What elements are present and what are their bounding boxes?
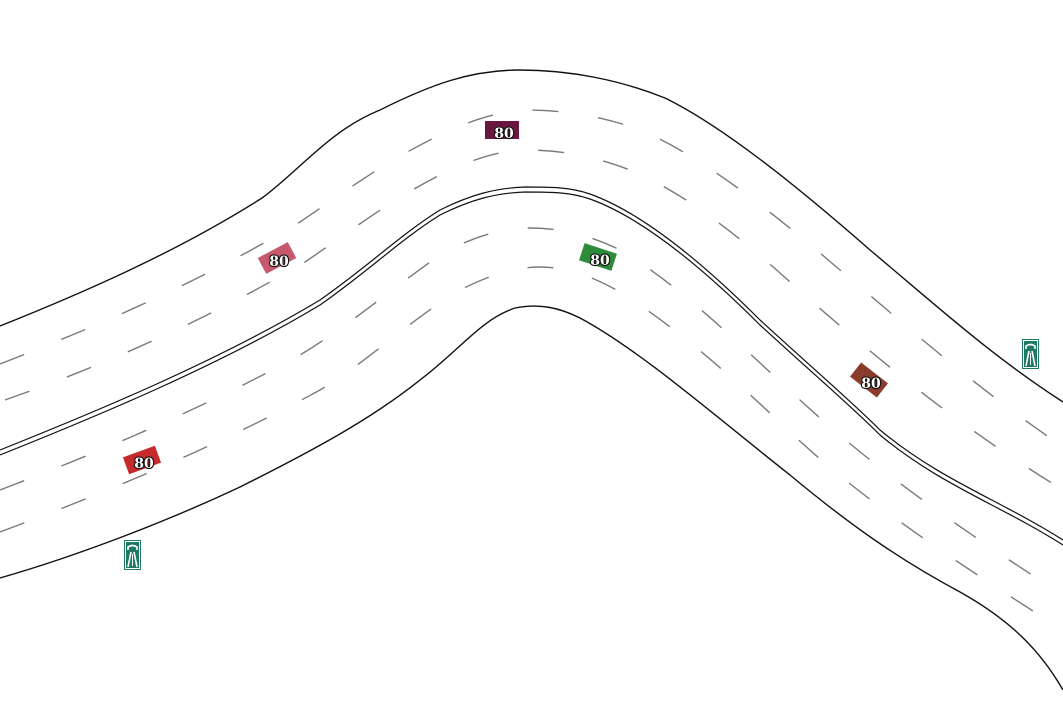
vehicle-car-dark-purple[interactable]: [485, 121, 519, 139]
median-line-upper: [0, 186, 1063, 541]
lane-marking-upper-2: [4, 149, 1056, 486]
vehicle-body: [850, 362, 888, 398]
vehicle-speed-label: 80: [861, 376, 881, 392]
vehicle-car-pink[interactable]: [257, 242, 297, 274]
lane-marking-lower-2: [0, 266, 1063, 631]
median-line-lower: [0, 191, 1063, 546]
vehicle-car-green[interactable]: [579, 243, 617, 271]
vehicle-speed-label: 80: [134, 456, 154, 472]
vehicle-body: [122, 445, 162, 475]
vehicle-speed-label: 80: [494, 126, 514, 142]
vehicle-speed-label: 80: [590, 253, 610, 269]
vehicle-speed-label: 80: [269, 254, 289, 270]
motorway-icon: [1022, 339, 1039, 369]
motorway-icon: [124, 540, 141, 570]
vehicles-layer: 80 80 80 80 80: [122, 121, 888, 475]
lane-marking-lower-1: [0, 227, 1063, 596]
lane-marking-upper-1: [0, 109, 1051, 439]
vehicle-car-brown[interactable]: [850, 362, 888, 398]
vehicle-car-red[interactable]: [122, 445, 162, 475]
vehicle-body: [485, 121, 519, 139]
road-edge-bottom: [0, 305, 1063, 691]
vehicle-body: [579, 243, 617, 271]
road-edge-top: [0, 69, 1063, 403]
signs-layer: [124, 339, 1039, 570]
vehicle-body: [257, 242, 297, 274]
